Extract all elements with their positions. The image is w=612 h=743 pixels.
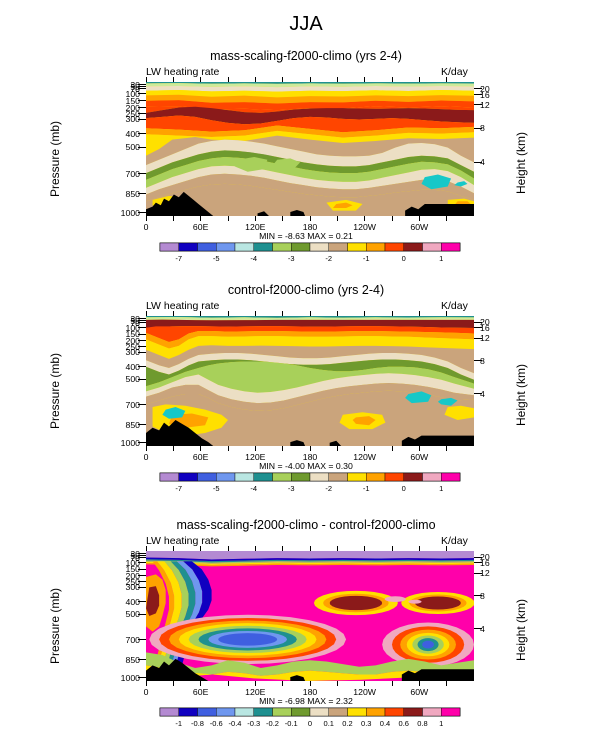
- svg-text:-2: -2: [325, 254, 332, 263]
- svg-text:-4: -4: [250, 484, 257, 493]
- svg-text:-3: -3: [288, 484, 295, 493]
- svg-text:0.3: 0.3: [361, 719, 371, 728]
- svg-text:-7: -7: [175, 254, 182, 263]
- svg-text:-4: -4: [250, 254, 257, 263]
- svg-text:1: 1: [439, 254, 443, 263]
- svg-text:0: 0: [308, 719, 312, 728]
- svg-text:-0.4: -0.4: [229, 719, 242, 728]
- svg-text:-5: -5: [213, 484, 220, 493]
- svg-text:-3: -3: [288, 254, 295, 263]
- svg-text:1: 1: [439, 719, 443, 728]
- svg-text:-0.3: -0.3: [247, 719, 260, 728]
- svg-text:0.1: 0.1: [324, 719, 334, 728]
- svg-text:0: 0: [402, 484, 406, 493]
- svg-text:-1: -1: [363, 484, 370, 493]
- svg-text:-0.2: -0.2: [266, 719, 279, 728]
- svg-text:-0.1: -0.1: [285, 719, 298, 728]
- svg-text:-7: -7: [175, 484, 182, 493]
- svg-text:1: 1: [439, 484, 443, 493]
- svg-text:0.8: 0.8: [417, 719, 427, 728]
- svg-text:-5: -5: [213, 254, 220, 263]
- svg-text:-1: -1: [363, 254, 370, 263]
- svg-text:0.6: 0.6: [399, 719, 409, 728]
- svg-text:-0.6: -0.6: [210, 719, 223, 728]
- svg-text:0.2: 0.2: [342, 719, 352, 728]
- svg-text:-2: -2: [325, 484, 332, 493]
- svg-text:0.4: 0.4: [380, 719, 390, 728]
- svg-text:-1: -1: [175, 719, 182, 728]
- svg-text:0: 0: [402, 254, 406, 263]
- svg-text:-0.8: -0.8: [191, 719, 204, 728]
